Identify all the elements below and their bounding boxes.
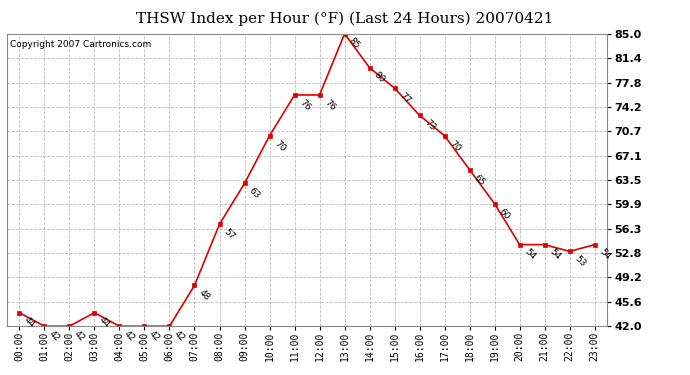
Text: 65: 65 [473, 172, 487, 187]
Text: 42: 42 [147, 329, 161, 344]
Text: 70: 70 [447, 139, 462, 153]
Text: 42: 42 [72, 329, 86, 344]
Text: 60: 60 [497, 207, 512, 221]
Text: 77: 77 [397, 91, 412, 105]
Text: 53: 53 [573, 254, 587, 269]
Text: 48: 48 [197, 288, 212, 303]
Text: 42: 42 [172, 329, 186, 344]
Text: 44: 44 [97, 315, 112, 330]
Text: 42: 42 [47, 329, 61, 344]
Text: 57: 57 [222, 227, 237, 242]
Text: 73: 73 [422, 118, 437, 133]
Text: 76: 76 [297, 98, 312, 112]
Text: THSW Index per Hour (°F) (Last 24 Hours) 20070421: THSW Index per Hour (°F) (Last 24 Hours)… [137, 11, 553, 26]
Text: 54: 54 [522, 248, 537, 262]
Text: 54: 54 [547, 248, 562, 262]
Text: 42: 42 [122, 329, 137, 344]
Text: 63: 63 [247, 186, 262, 201]
Text: 70: 70 [273, 139, 287, 153]
Text: 44: 44 [22, 315, 37, 330]
Text: 76: 76 [322, 98, 337, 112]
Text: Copyright 2007 Cartronics.com: Copyright 2007 Cartronics.com [10, 40, 151, 49]
Text: 80: 80 [373, 70, 387, 85]
Text: 54: 54 [598, 248, 612, 262]
Text: 85: 85 [347, 36, 362, 51]
